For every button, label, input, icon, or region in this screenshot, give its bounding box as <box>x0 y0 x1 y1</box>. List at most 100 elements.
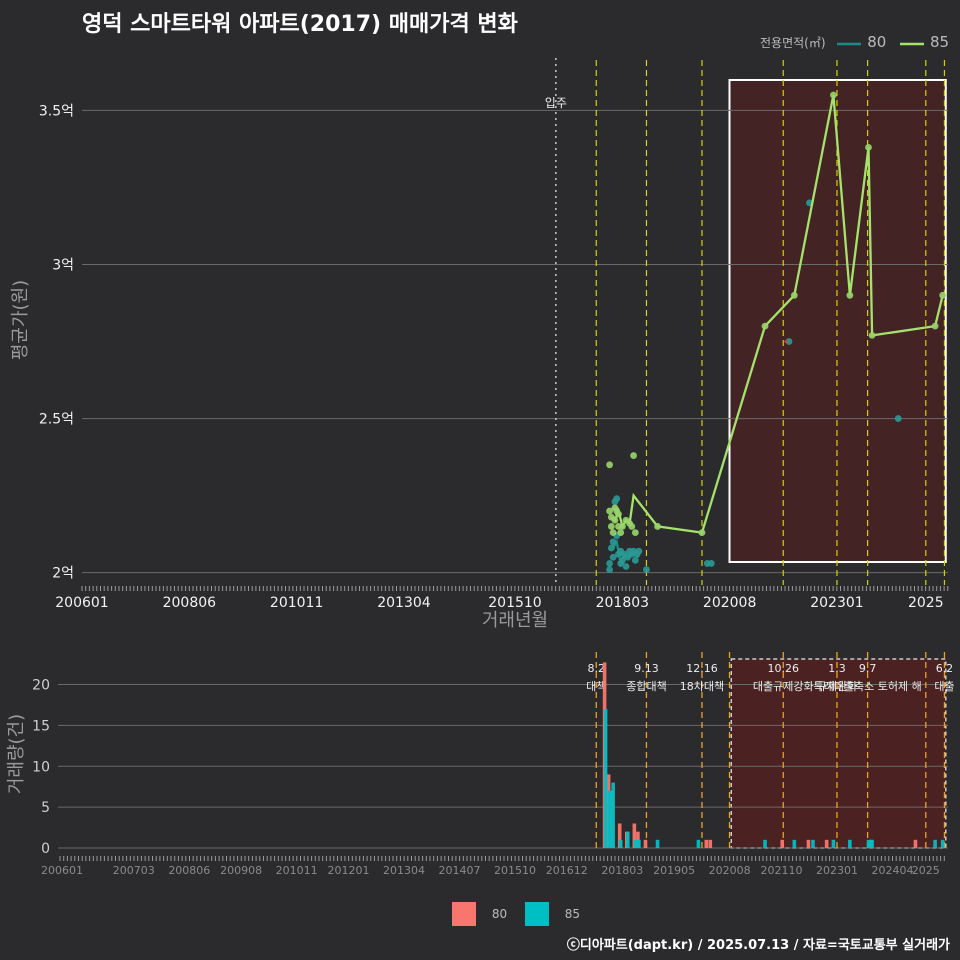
y-tick-label: 2.5억 <box>39 412 74 428</box>
legend-label-85: 85 <box>929 33 950 51</box>
bar-85 <box>607 790 612 848</box>
x-tick-label: 2025 <box>908 595 944 611</box>
y-tick-label: 2억 <box>52 566 74 582</box>
bar-80 <box>704 839 709 848</box>
bar-80 <box>780 839 785 848</box>
bar-x-tick-label: 202301 <box>816 864 858 877</box>
x-tick-label: 200806 <box>163 595 217 611</box>
bar-x-tick-label: 200908 <box>220 864 262 877</box>
data-point-80 <box>619 556 626 564</box>
data-point-80 <box>894 415 902 422</box>
bar-x-tick-label: 201011 <box>276 864 318 877</box>
bar-85 <box>618 839 623 848</box>
bar-85 <box>792 839 797 848</box>
data-point-80 <box>613 495 621 503</box>
bar-80 <box>708 839 713 848</box>
bar-x-tick-label: 201612 <box>546 864 588 877</box>
x-tick-label: 200601 <box>55 595 108 611</box>
bar-85 <box>848 839 852 848</box>
bar-85 <box>763 839 767 848</box>
bar-x-tick-label: 201510 <box>494 864 536 877</box>
bar-x-tick-label: 202110 <box>760 864 802 877</box>
bar-x-tick-label: 201905 <box>653 864 695 877</box>
bar-x-tick-label: 2025 <box>912 864 940 877</box>
data-point-85 <box>619 523 626 530</box>
bar-85 <box>655 839 660 848</box>
bar-x-tick-label: 202008 <box>709 864 751 877</box>
bar-85 <box>603 709 608 848</box>
data-point-80 <box>635 547 643 555</box>
data-point-85 <box>606 507 613 515</box>
x-tick-label: 201510 <box>488 595 541 611</box>
data-point-80 <box>622 563 630 570</box>
data-point-85 <box>628 523 636 530</box>
bar-x-tick-label: 202404 <box>871 864 913 877</box>
bar-85 <box>633 839 638 848</box>
legend-bar-label-85: 85 <box>564 907 581 921</box>
policy-text-label: 대책 <box>586 680 606 693</box>
bar-y-tick-label: 10 <box>32 759 50 775</box>
data-point-80 <box>606 560 613 567</box>
y-tick-label: 3.5억 <box>39 103 74 119</box>
policy-date-label: 10.26 <box>767 662 799 675</box>
policy-date-label: 1.3 <box>828 662 846 675</box>
bar-85 <box>696 839 701 848</box>
bar-85 <box>811 839 815 848</box>
data-point-80 <box>609 538 617 546</box>
legend-swatch-80 <box>452 902 476 926</box>
policy-date-label: 9.7 <box>859 662 877 675</box>
legend-swatch-85 <box>524 902 549 926</box>
data-point-85 <box>615 510 622 518</box>
bar-85 <box>831 839 836 848</box>
x-tick-label: 201011 <box>270 595 323 611</box>
data-point-85 <box>606 461 613 469</box>
data-point-80 <box>609 553 617 561</box>
data-point-85 <box>939 291 947 299</box>
data-point-85 <box>631 529 639 537</box>
policy-text-label: 규제완화 <box>817 680 857 693</box>
bar-x-tick-label: 201201 <box>327 864 369 877</box>
x-axis-title: 거래년월 <box>482 610 548 631</box>
bar-y-tick-label: 20 <box>32 678 50 694</box>
bar-80 <box>643 839 648 848</box>
legend-line-80 <box>837 42 862 45</box>
x-minor-ticks <box>81 586 949 591</box>
data-point-80 <box>631 556 639 564</box>
bar-85 <box>637 839 641 848</box>
data-point-85 <box>654 523 661 530</box>
data-point-marker <box>784 340 788 344</box>
bar-x-tick-label: 201407 <box>438 864 480 877</box>
data-point-80 <box>606 566 613 573</box>
bar-80 <box>636 831 640 848</box>
x-tick-label: 202301 <box>810 595 863 611</box>
data-point-85 <box>609 529 617 537</box>
bar-85 <box>626 831 630 848</box>
data-point-85 <box>931 322 939 330</box>
top-legend: 전용면적(㎡) 80 85 <box>760 33 949 51</box>
bar-85 <box>870 839 874 848</box>
bar-x-minor-ticks <box>59 856 945 861</box>
data-point-85 <box>698 529 706 537</box>
credit-text: ⓒ디아파트(dapt.kr) / 2025.07.13 / 자료=국토교통부 실… <box>566 938 950 953</box>
bar-85 <box>940 839 945 848</box>
x-tick-label: 201803 <box>596 595 649 611</box>
bar-85 <box>611 782 615 848</box>
bar-x-tick-label: 200806 <box>168 864 210 877</box>
data-point-85 <box>611 516 619 524</box>
bar-80 <box>824 839 829 848</box>
x-tick-label: 201304 <box>377 595 431 611</box>
bar-x-tick-label: 201304 <box>383 864 425 877</box>
bar-x-tick-label: 201803 <box>601 864 643 877</box>
bar-80 <box>913 839 918 848</box>
policy-date-label: 12.16 <box>686 662 718 675</box>
data-point-80 <box>707 560 715 567</box>
policy-text-label: 종합대책 <box>626 680 666 693</box>
legend-label-80: 80 <box>867 33 887 51</box>
bar-x-tick-label: 200601 <box>41 864 83 877</box>
policy-text-label: 특례대출축소 토허제 해 <box>814 679 922 693</box>
policy-date-label: 9.13 <box>634 662 659 675</box>
data-point-80 <box>785 338 793 345</box>
data-point-85 <box>830 91 837 99</box>
bar-highlight-region <box>730 658 947 849</box>
